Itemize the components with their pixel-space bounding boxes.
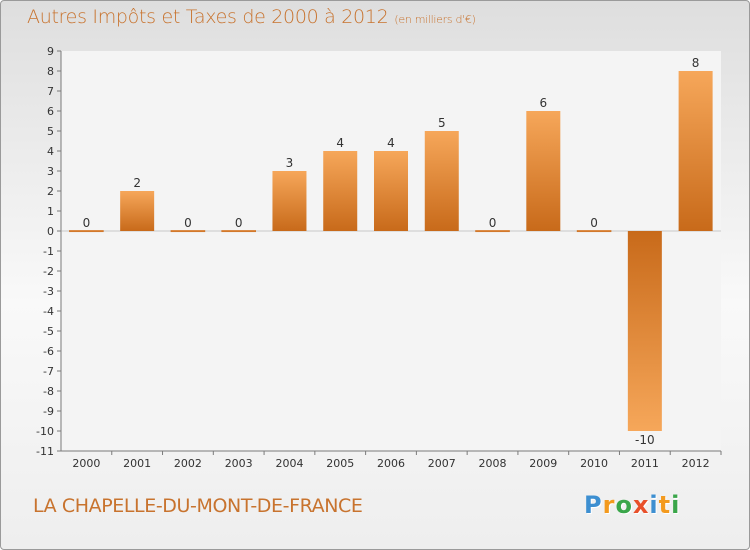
bar [678,71,713,231]
logo-letter: t [658,491,672,519]
data-label: 3 [286,156,294,170]
data-label: 2 [133,176,141,190]
y-tick-label: -2 [43,265,54,278]
bar [526,111,561,231]
data-label: 4 [336,136,344,150]
y-tick-label: 6 [47,105,54,118]
chart-title: Autres Impôts et Taxes de 2000 à 2012 (en… [27,6,476,28]
bar [627,231,662,431]
chart-unit: (en milliers d'€) [394,13,476,26]
data-label: 0 [184,216,192,230]
chart-labels: 2000 0 2001 2 2002 0 2003 0 2004 3 2005 4 2006 4 2007 5… [72,56,709,470]
data-label: 5 [438,116,446,130]
data-label: 0 [590,216,598,230]
y-tick-label: 5 [47,125,54,138]
x-tick-label: 2001 [123,457,151,470]
y-tick-label: -10 [36,425,54,438]
bar [424,131,459,231]
y-tick-label: 8 [47,65,54,78]
y-tick-label: -4 [43,305,54,318]
y-tick-label: -8 [43,385,54,398]
bar [576,230,612,233]
data-label: 6 [539,96,547,110]
data-label: 0 [235,216,243,230]
y-tick-label: -1 [43,245,54,258]
y-tick-label: 4 [47,145,54,158]
logo-letter: i [649,491,659,519]
bar [323,151,358,231]
logo-letter: i [671,491,681,519]
plot-area [61,51,721,451]
y-tick-label: -11 [36,445,54,458]
logo-letter: r [602,491,616,519]
chart-bars [69,71,713,431]
bar [475,230,510,233]
y-tick-label: -3 [43,285,54,298]
data-label: 0 [489,216,497,230]
data-label: 0 [83,216,91,230]
chart-title-text: Autres Impôts et Taxes de 2000 à 2012 [27,6,389,28]
x-tick-label: 2002 [174,457,202,470]
x-tick-label: 2005 [326,457,354,470]
x-tick-label: 2011 [631,457,659,470]
x-tick-label: 2008 [479,457,507,470]
y-tick-label: -6 [43,345,54,358]
logo-letter: x [632,491,650,519]
x-tick-label: 2000 [72,457,100,470]
x-tick-label: 2004 [275,457,303,470]
y-tick-label: -7 [43,365,54,378]
data-label: -10 [635,433,655,447]
x-tick-label: 2012 [682,457,710,470]
y-tick-label: -5 [43,325,54,338]
x-tick-label: 2006 [377,457,405,470]
bar [170,230,206,233]
data-label: 4 [387,136,395,150]
x-tick-label: 2007 [428,457,456,470]
y-tick-label: -9 [43,405,54,418]
proxiti-logo: Proxiti [584,491,680,519]
x-tick-label: 2009 [529,457,557,470]
y-tick-label: 9 [47,45,54,58]
data-label: 8 [692,56,700,70]
x-tick-label: 2010 [580,457,608,470]
bar [221,230,256,233]
y-tick-label: 1 [47,205,54,218]
y-tick-label: 0 [47,225,54,238]
x-tick-label: 2003 [225,457,253,470]
logo-letter: P [584,491,603,519]
bar [374,151,408,231]
bar [69,230,104,233]
y-tick-label: 2 [47,185,54,198]
bar [272,171,307,231]
y-tick-label: 7 [47,85,54,98]
y-tick-label: 3 [47,165,54,178]
logo-letter: o [615,491,633,519]
bar [120,191,155,231]
commune-name: LA CHAPELLE-DU-MONT-DE-FRANCE [33,495,363,517]
chart-axes: 9 8 7 6 5 4 3 2 1 0 -1 -2 -3 -4 -5 -6 -7 -8 -9 -10 -11 [36,45,722,458]
